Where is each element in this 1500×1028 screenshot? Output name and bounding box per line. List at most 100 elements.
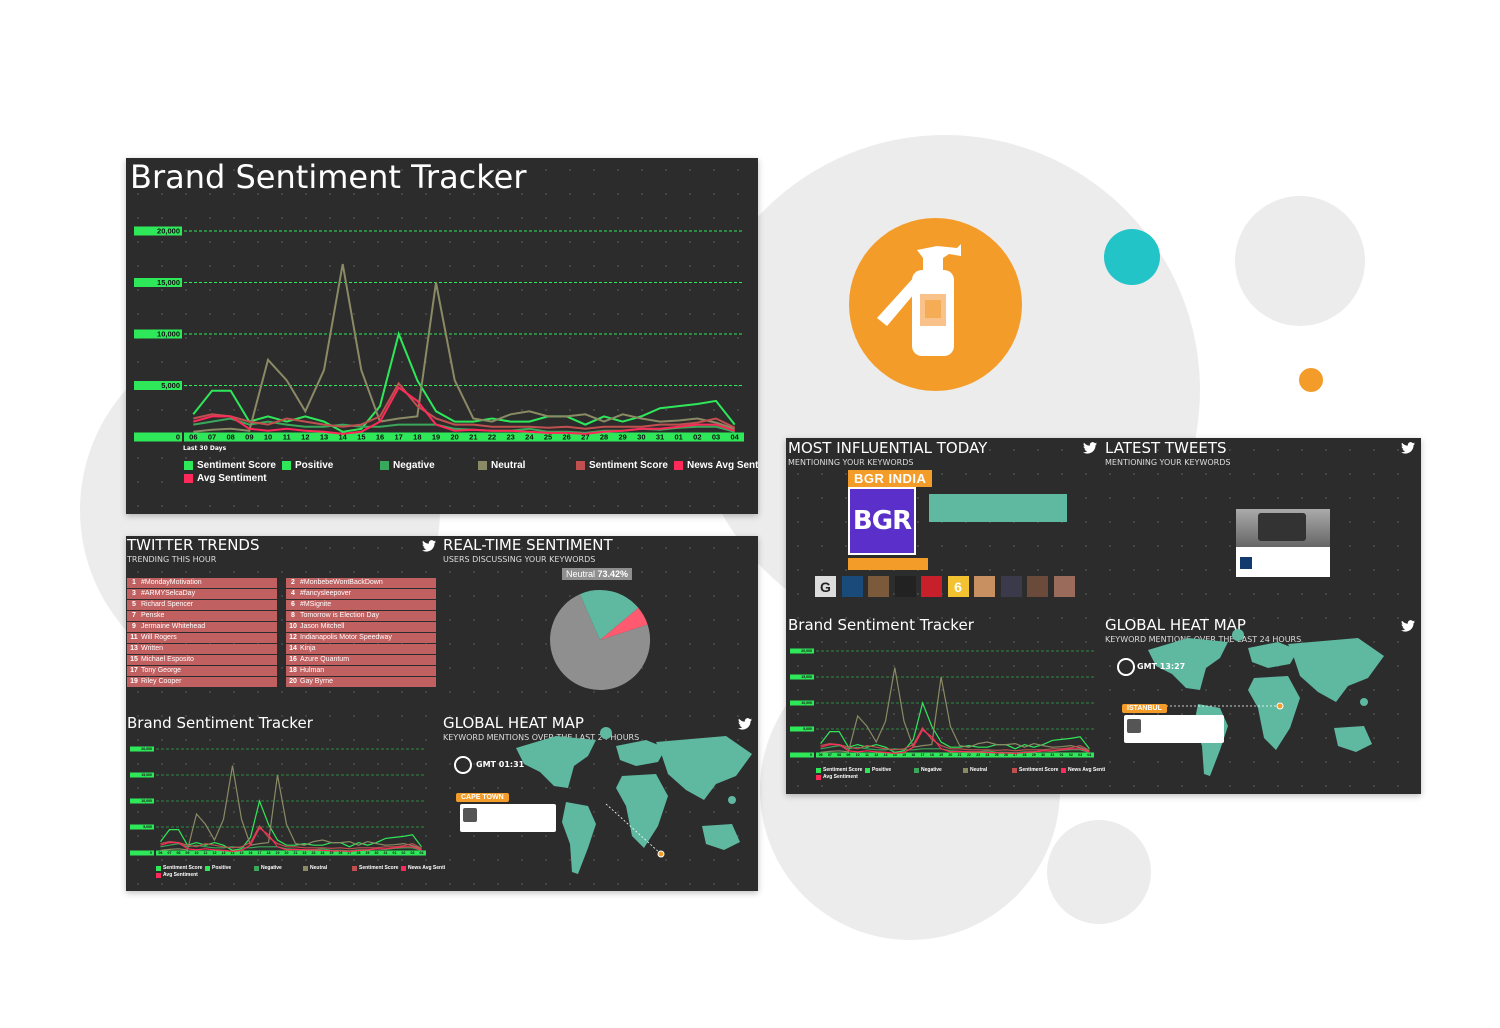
trend-item[interactable]: 10 Jason Mitchell (286, 622, 436, 632)
legend-item[interactable]: Positive (282, 460, 333, 471)
x-tick-label: 31 (384, 851, 388, 855)
twitter-trends-panel: TWITTER TRENDS TRENDING THIS HOUR 1 #Mond… (126, 536, 758, 891)
trend-item[interactable]: 3 #ARMYSelcaDay (127, 589, 277, 599)
legend-item[interactable]: Neutral (478, 460, 525, 471)
avatar[interactable] (894, 576, 916, 597)
x-tick-label: 14 (338, 433, 347, 442)
trend-item[interactable]: 13 Written (127, 644, 277, 654)
trend-rank: 14 (289, 645, 297, 652)
trend-rank: 16 (289, 656, 297, 663)
legend-item[interactable]: Negative (254, 865, 282, 871)
account-logo[interactable]: BGR (848, 487, 916, 555)
legend-item[interactable]: Neutral (963, 767, 987, 773)
avatar[interactable] (1053, 576, 1075, 597)
trend-item[interactable]: 1 #MondayMotivation (127, 578, 277, 588)
legend-item[interactable]: Sentiment Score (576, 460, 668, 471)
x-tick-label: 17 (921, 753, 925, 757)
legend-item[interactable]: Sentiment Score (816, 767, 862, 773)
trend-item[interactable]: 19 Riley Cooper (127, 677, 277, 687)
x-tick-label: 14 (231, 851, 235, 855)
x-tick-label: 20 (450, 433, 458, 442)
trend-label: Tomorrow is Election Day (300, 612, 379, 619)
x-tick-label: 07 (208, 433, 216, 442)
avatar[interactable]: 6 (947, 576, 969, 597)
influencer-tweet-card[interactable] (929, 494, 1067, 522)
clock-icon (1117, 658, 1135, 676)
y-tick-label: 0 (176, 433, 180, 442)
trend-label: Will Rogers (141, 634, 177, 641)
trend-rank: 2 (291, 579, 295, 586)
avatar[interactable] (1000, 576, 1022, 597)
trend-label: Riley Cooper (141, 678, 182, 685)
x-tick-label: 13 (320, 433, 328, 442)
x-tick-label: 07 (828, 753, 832, 757)
legend-item[interactable]: Sentiment Score (352, 865, 398, 871)
y-tick-bg (790, 752, 814, 758)
legend-item[interactable]: Sentiment Score (156, 865, 202, 871)
x-tick-label: 19 (276, 851, 280, 855)
trend-rank: 3 (132, 590, 136, 597)
avatar[interactable] (921, 576, 942, 597)
trend-item[interactable]: 6 #MSignite (286, 600, 436, 610)
trend-item[interactable]: 20 Gay Byrne (286, 677, 436, 687)
legend-item[interactable]: Sentiment Score (1012, 767, 1058, 773)
trend-rank: 18 (289, 667, 297, 674)
trend-rank: 4 (291, 590, 295, 597)
x-tick-label: 27 (581, 433, 589, 442)
trend-item[interactable]: 18 Hulman (286, 666, 436, 676)
trend-item[interactable]: 9 Jermaine Whitehead (127, 622, 277, 632)
series-line (820, 667, 1090, 753)
x-tick-label: 14 (893, 753, 897, 757)
trend-item[interactable]: 11 Will Rogers (127, 633, 277, 643)
latest-tweet-card[interactable] (1236, 509, 1330, 577)
legend-item[interactable]: Avg Sentiment (184, 473, 267, 484)
sentiment-pie-chart (550, 589, 651, 690)
trend-label: Penske (141, 612, 165, 619)
tweet-card[interactable] (460, 804, 556, 832)
x-tick-label: 18 (413, 433, 421, 442)
trend-item[interactable]: 17 Tony George (127, 666, 277, 676)
x-tick-label: 23 (976, 753, 980, 757)
trend-item[interactable]: 14 Kinja (286, 644, 436, 654)
x-tick-label: 18 (267, 851, 271, 855)
avatar[interactable] (841, 576, 863, 597)
trend-item[interactable]: 2 #MonbebeWontBackDown (286, 578, 436, 588)
legend-item[interactable]: News Avg Senti (1061, 767, 1105, 773)
trend-list-left: 1 #MondayMotivation 3 #ARMYSelcaDay 5 Richard… (127, 578, 277, 688)
x-tick-label: 18 (930, 753, 934, 757)
influential-panel: MOST INFLUENTIAL TODAY MENTIONING YOUR K… (786, 438, 1421, 794)
trend-item[interactable]: 15 Michael Esposito (127, 655, 277, 665)
avatar[interactable] (974, 576, 995, 597)
legend-item[interactable]: Avg Sentiment (816, 774, 858, 780)
x-axis-band (184, 432, 744, 442)
gmt-clock: GMT 01:31 (476, 760, 525, 769)
legend-item[interactable]: Negative (914, 767, 942, 773)
trend-rank: 12 (289, 634, 297, 641)
trend-item[interactable]: 7 Penske (127, 611, 277, 621)
tweet-card[interactable] (1124, 715, 1224, 743)
series-line (193, 386, 736, 435)
avatar[interactable] (868, 576, 889, 597)
twitter-icon (1083, 442, 1097, 454)
trend-item[interactable]: 8 Tomorrow is Election Day (286, 611, 436, 621)
small-sentiment-chart: 20,000 15,000 10,000 5,000 0 06 07 08 09 10 11 12 13… (130, 746, 426, 856)
avatar[interactable]: G (815, 576, 836, 597)
heatmap-title: GLOBAL HEAT MAP (443, 714, 584, 732)
legend-item[interactable]: Negative (380, 460, 435, 471)
legend-item[interactable]: Positive (865, 767, 891, 773)
trend-item[interactable]: 12 Indianapolis Motor Speedway (286, 633, 436, 643)
legend-item[interactable]: Positive (205, 865, 231, 871)
x-tick-label: 02 (1069, 753, 1073, 757)
period-label: Last 30 Days (183, 445, 227, 452)
trend-item[interactable]: 5 Richard Spencer (127, 600, 277, 610)
legend-item[interactable]: Neutral (303, 865, 327, 871)
trend-item[interactable]: 16 Azure Quantum (286, 655, 436, 665)
legend-item[interactable]: News Avg Senti (674, 460, 758, 471)
legend-item[interactable]: Avg Sentiment (156, 872, 198, 878)
legend-item[interactable]: News Avg Senti (401, 865, 445, 871)
avatar[interactable] (1027, 576, 1048, 597)
trend-item[interactable]: 4 #fancysleepover (286, 589, 436, 599)
x-tick-label: 03 (411, 851, 415, 855)
legend-item[interactable]: Sentiment Score (184, 460, 276, 471)
trend-label: Written (141, 645, 164, 652)
